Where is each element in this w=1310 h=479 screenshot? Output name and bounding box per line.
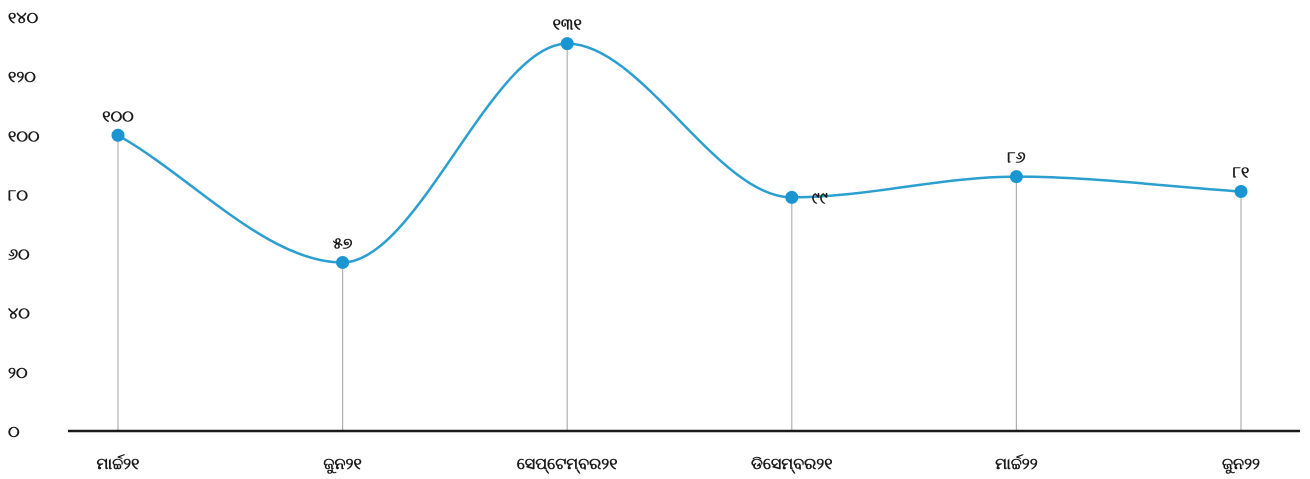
- data-point: [336, 255, 350, 269]
- y-tick-label: ୨୦: [8, 363, 28, 382]
- data-label: ୮୬: [1007, 148, 1025, 167]
- x-axis-ticks: ମାର୍ଚ୍ଚ୨୧ ଜୁନ୨୧ ସେପ୍ଟେମ୍ବର୨୧ ଡିସେମ୍ବର୨୧ ମାର୍…: [97, 453, 1261, 475]
- x-tick-label: ଡିସେମ୍ବର୨୧: [751, 454, 833, 474]
- y-axis-ticks: ୦ ୨୦ ୪୦ ୬୦ ୮୦ ୧୦୦ ୧୨୦ ୧୪୦: [8, 8, 40, 441]
- data-label: ୫୭: [333, 233, 353, 252]
- data-labels: ୧୦୦ ୫୭ ୧୩୧ ୯୯ ୮୬ ୮୧: [102, 15, 1249, 253]
- x-tick-label: ମାର୍ଚ୍ଚ୨୧: [97, 453, 140, 473]
- y-tick-label: ୪୦: [8, 304, 30, 323]
- y-tick-label: ୬୦: [8, 245, 30, 264]
- data-label: ୯୯: [812, 188, 828, 207]
- x-tick-label: ମାର୍ଚ୍ଚ୨୨: [995, 453, 1038, 473]
- data-point: [785, 190, 799, 204]
- data-point: [1234, 184, 1248, 198]
- y-tick-label: ୧୪୦: [8, 8, 39, 27]
- data-label: ୧୦୦: [102, 106, 134, 125]
- data-point: [111, 128, 125, 142]
- y-tick-label: ୮୦: [8, 185, 28, 204]
- y-tick-label: ୧୨୦: [8, 67, 36, 86]
- y-tick-label: ୦: [8, 422, 20, 441]
- x-tick-label: ସେପ୍ଟେମ୍ବର୨୧: [517, 454, 618, 474]
- x-tick-label: ଜୁନ୨୨: [1222, 454, 1260, 475]
- x-tick-label: ଜୁନ୨୧: [323, 454, 361, 475]
- data-point: [1009, 170, 1023, 184]
- y-tick-label: ୧୦୦: [8, 126, 40, 145]
- drop-lines: [117, 43, 1242, 431]
- data-markers: [111, 37, 1248, 269]
- data-label: ୮୧: [1233, 162, 1250, 181]
- data-point: [560, 37, 574, 51]
- series-line: [117, 42, 1242, 264]
- data-label: ୧୩୧: [553, 15, 582, 34]
